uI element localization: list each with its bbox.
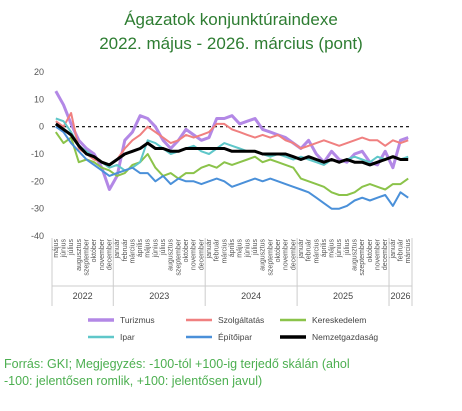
x-tick-label: január (390, 238, 397, 259)
footer-note: Forrás: GKI; Megjegyzés: -100-tól +100-i… (4, 356, 460, 390)
x-tick-label: március (221, 239, 228, 264)
x-tick-label: augusztus (76, 239, 83, 271)
x-tick-label: február (122, 238, 129, 261)
x-tick-label: április (229, 239, 236, 258)
x-tick-label: január (298, 238, 305, 259)
legend-label: Kereskedelem (312, 315, 366, 325)
x-tick-label: május (237, 239, 244, 258)
x-tick-label: október (91, 238, 98, 262)
x-tick-label: június (60, 239, 67, 259)
year-label: 2024 (241, 291, 261, 301)
x-tick-label: szeptember (83, 238, 90, 275)
y-tick-label: -30 (31, 204, 44, 214)
x-tick-label: január (114, 238, 121, 259)
legend-label: Turizmus (120, 315, 155, 325)
y-tick-label: -20 (31, 176, 44, 186)
x-tick-label: március (405, 239, 412, 264)
x-tick-label: november (99, 238, 106, 270)
x-tick-label: június (152, 239, 159, 259)
x-tick-label: július (160, 239, 167, 256)
x-axis: május június július augusztus szeptember októ… (51, 238, 413, 306)
series-line-építőipar (55, 125, 409, 210)
x-tick-label: november (191, 238, 198, 270)
year-label: 2023 (149, 291, 169, 301)
year-label: 2022 (73, 291, 93, 301)
x-tick-label: október (275, 238, 282, 262)
y-tick-label: -40 (31, 231, 44, 241)
x-tick-label: január (206, 238, 213, 259)
x-tick-label: július (68, 239, 75, 256)
x-tick-label: december (382, 238, 389, 270)
x-tick-label: december (106, 238, 113, 270)
legend-label: Építőipar (218, 332, 252, 342)
series-line-nemzetgazdaság (54, 122, 409, 167)
x-tick-label: december (290, 238, 297, 270)
y-tick-label: -10 (31, 149, 44, 159)
y-axis: 20 10 0 -10 -20 -30 -40 (31, 67, 44, 241)
x-tick-label: augusztus (352, 239, 359, 271)
x-tick-label: december (198, 238, 205, 270)
x-tick-label: március (313, 239, 320, 264)
x-tick-label: augusztus (260, 239, 267, 271)
x-tick-label: november (375, 238, 382, 270)
x-tick-label: június (336, 239, 343, 259)
x-tick-label: szeptember (267, 238, 274, 275)
x-tick-label: október (183, 238, 190, 262)
x-tick-label: november (283, 238, 290, 270)
x-tick-label: augusztus (168, 239, 175, 271)
series-lines (54, 90, 409, 210)
x-tick-label: május (53, 239, 60, 258)
year-label: 2025 (333, 291, 353, 301)
x-tick-label: május (145, 239, 152, 258)
year-label: 2026 (390, 291, 410, 301)
x-tick-label: október (367, 238, 374, 262)
x-tick-label: szeptember (359, 238, 366, 275)
x-tick-label: február (214, 238, 221, 261)
x-tick-label: április (137, 239, 144, 258)
legend: Turizmus Szolgáltatás Kereskedelem Ipar Épít… (88, 315, 378, 342)
series-line-ipar (55, 117, 409, 172)
legend-label: Szolgáltatás (218, 315, 264, 325)
footer-line-2: -100: jelentősen romlik, +100: jelentőse… (4, 374, 263, 388)
y-tick-label: 0 (39, 122, 44, 132)
x-tick-label: június (244, 239, 251, 259)
chart-title: Ágazatok konjunktúraindexe (124, 10, 338, 29)
x-tick-label: április (321, 239, 328, 258)
y-tick-label: 10 (34, 94, 44, 104)
x-tick-label: február (398, 238, 405, 261)
x-tick-label: július (344, 239, 351, 256)
x-tick-label: szeptember (175, 238, 182, 275)
x-tick-label: május (329, 239, 336, 258)
x-tick-label: február (306, 238, 313, 261)
footer-line-1: Forrás: GKI; Megjegyzés: -100-tól +100-i… (4, 357, 350, 371)
legend-label: Nemzetgazdaság (312, 332, 378, 342)
x-tick-label: július (252, 239, 259, 256)
y-tick-label: 20 (34, 67, 44, 77)
legend-label: Ipar (120, 332, 135, 342)
chart-subtitle: 2022. május - 2026. március (pont) (99, 34, 363, 53)
x-tick-label: március (129, 239, 136, 264)
